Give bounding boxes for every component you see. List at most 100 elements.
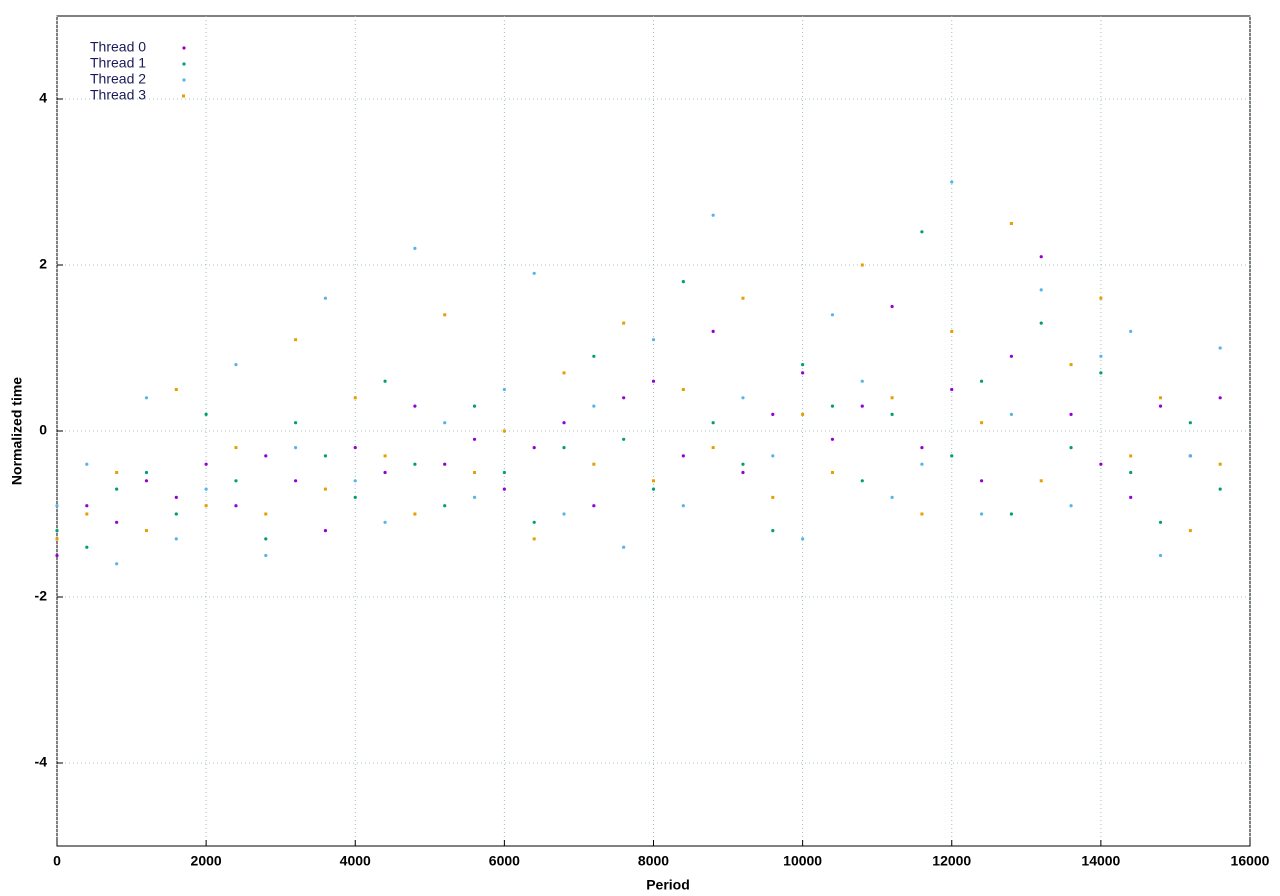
point [1218, 346, 1222, 350]
point [1099, 354, 1103, 358]
point [920, 462, 924, 466]
point [443, 504, 447, 508]
point [204, 487, 208, 491]
point [741, 296, 745, 300]
point [264, 512, 268, 516]
point [979, 379, 984, 383]
x-tick-label: 6000 [489, 853, 520, 869]
point [1158, 404, 1163, 408]
point [562, 446, 566, 450]
point [979, 512, 984, 516]
point [562, 512, 566, 516]
point [323, 529, 328, 533]
point [294, 421, 298, 425]
point [55, 504, 59, 508]
point [413, 246, 417, 250]
point [1159, 396, 1163, 400]
point [592, 462, 596, 466]
point [771, 495, 775, 499]
point [264, 537, 268, 541]
point [860, 404, 864, 408]
point [85, 462, 89, 466]
point [1129, 329, 1133, 333]
legend-label: Thread 2 [90, 71, 146, 87]
point [353, 396, 357, 400]
point [979, 479, 984, 483]
point [622, 396, 626, 400]
point [920, 512, 924, 516]
point [473, 471, 477, 474]
point [741, 470, 745, 475]
point [204, 412, 208, 416]
point [115, 487, 119, 491]
point [1099, 462, 1103, 466]
point [323, 454, 328, 458]
point [115, 520, 119, 524]
point [1188, 421, 1192, 425]
point [1158, 553, 1163, 558]
legend-label: Thread 1 [90, 55, 146, 71]
point [502, 429, 506, 433]
y-axis-label: Normalized time [9, 377, 25, 485]
point [383, 454, 387, 458]
point [592, 504, 596, 508]
point [801, 537, 805, 541]
point [711, 421, 715, 425]
point [741, 396, 745, 400]
point [174, 495, 178, 499]
point [532, 271, 536, 275]
legend-marker [182, 46, 186, 50]
point [413, 404, 417, 408]
point [294, 338, 298, 342]
point [622, 321, 626, 325]
point [1039, 288, 1043, 292]
point [771, 454, 775, 458]
point [502, 387, 506, 392]
point [502, 470, 506, 475]
point [383, 520, 387, 524]
x-tick-label: 0 [53, 853, 61, 869]
point [801, 363, 805, 367]
point [234, 363, 238, 367]
point [174, 537, 178, 541]
point [651, 379, 656, 383]
point [860, 379, 864, 383]
point [85, 545, 89, 549]
point [651, 338, 656, 342]
legend-label: Thread 0 [90, 39, 146, 55]
legend-marker [182, 78, 186, 82]
point [1039, 321, 1043, 325]
point [1129, 495, 1133, 499]
point [1099, 296, 1103, 300]
point [1129, 470, 1133, 475]
point [622, 545, 626, 549]
point [830, 437, 835, 441]
x-tick-label: 2000 [191, 853, 222, 869]
x-tick-label: 16000 [1231, 853, 1270, 869]
point [950, 329, 954, 333]
point [353, 495, 357, 499]
point [1129, 454, 1133, 458]
point [860, 479, 864, 483]
x-tick-label: 10000 [783, 853, 822, 869]
point [1009, 512, 1014, 516]
point [920, 446, 924, 450]
point [1009, 222, 1013, 225]
point [532, 446, 536, 450]
point [771, 529, 775, 533]
point [830, 404, 835, 408]
point [681, 454, 685, 458]
point [472, 437, 477, 441]
point [115, 562, 119, 566]
point [204, 504, 208, 508]
point [1009, 412, 1014, 416]
legend-marker [182, 62, 186, 66]
point [144, 529, 148, 533]
point [1218, 396, 1222, 400]
point [294, 479, 298, 483]
point [592, 354, 596, 358]
point [801, 412, 805, 416]
point [174, 388, 178, 391]
point [472, 404, 477, 408]
